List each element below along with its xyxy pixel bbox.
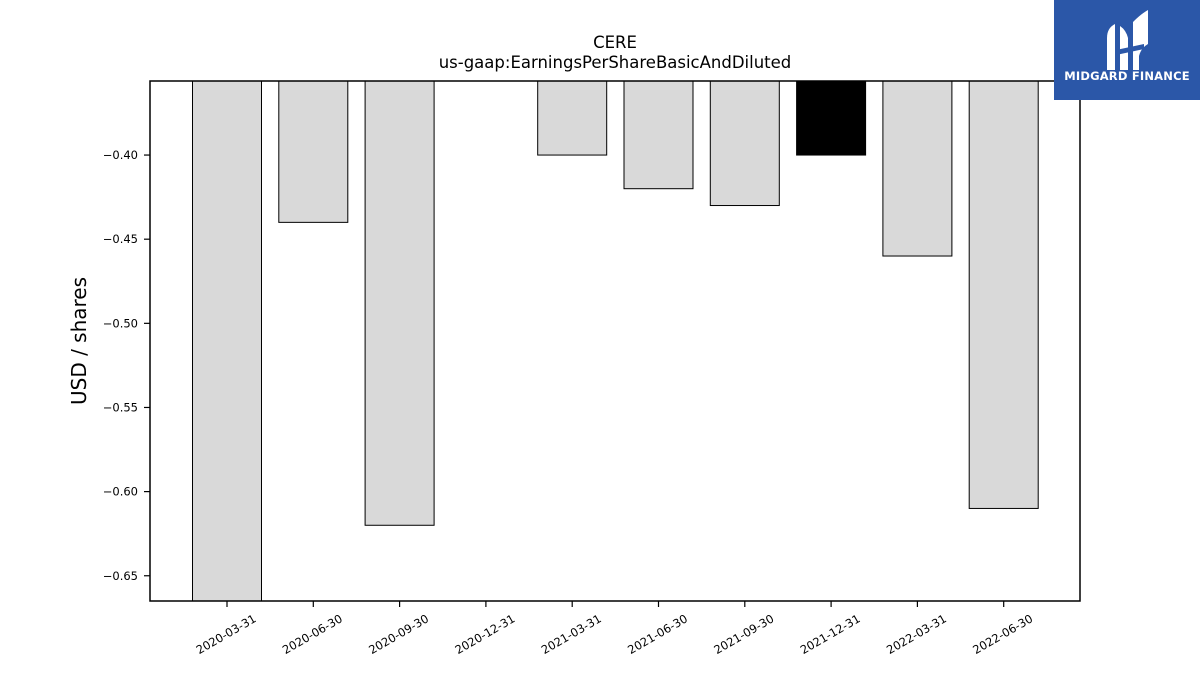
x-tick-label: 2021-12-31 [798,611,863,657]
x-tick-label: 2022-06-30 [970,611,1035,657]
bar-2021-09-30 [709,80,780,207]
company-logo: MIDGARD FINANCE [1054,0,1200,100]
x-tick-label: 2020-06-30 [280,611,345,657]
bar-2021-12-31 [796,80,867,156]
plot-frame [149,80,1081,602]
x-tick-label: 2022-03-31 [884,611,949,657]
bar-2022-06-30 [968,80,1039,509]
y-axis: −0.40 −0.45 −0.50 −0.55 −0.60 −0.65 [103,148,150,583]
chart-title: CERE [593,33,637,52]
bar-2021-06-30 [623,80,694,190]
x-tick-label: 2021-09-30 [711,611,776,657]
y-tick-label: −0.40 [103,148,138,162]
midgard-m-logo-icon [1107,10,1148,70]
logo-text: MIDGARD FINANCE [1064,69,1190,83]
y-tick-label: −0.60 [103,485,138,499]
bars-group [192,80,1039,602]
x-tick-label: 2020-12-31 [453,611,518,657]
x-axis: 2020-03-31 2020-06-30 2020-09-30 2020-12-31… [194,601,1035,657]
bar-2020-09-30 [364,80,435,526]
y-tick-label: −0.45 [103,232,138,246]
x-tick-label: 2020-03-31 [194,611,259,657]
y-tick-label: −0.55 [103,400,138,414]
y-tick-label: −0.65 [103,569,138,583]
bar-2022-03-31 [882,80,953,257]
x-tick-label: 2021-06-30 [625,611,690,657]
y-axis-label: USD / shares [67,277,91,405]
chart-subtitle: us-gaap:EarningsPerShareBasicAndDiluted [439,53,792,72]
x-tick-label: 2020-09-30 [366,611,431,657]
x-tick-label: 2021-03-31 [539,611,604,657]
bar-2020-03-31 [192,80,262,602]
bar-2021-03-31 [537,80,608,156]
y-tick-label: −0.50 [103,316,138,330]
bar-2020-06-30 [278,80,349,223]
